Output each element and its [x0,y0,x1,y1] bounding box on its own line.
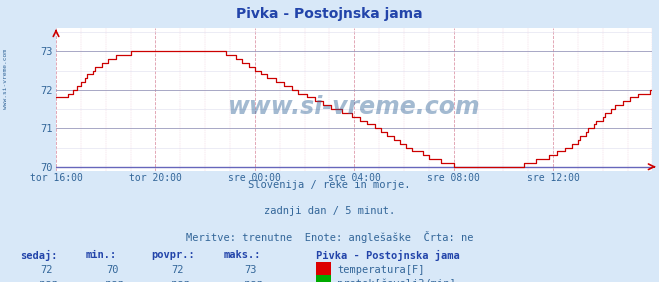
Text: -nan: -nan [165,279,190,282]
Text: Pivka - Postojnska jama: Pivka - Postojnska jama [316,250,460,261]
Text: zadnji dan / 5 minut.: zadnji dan / 5 minut. [264,206,395,216]
Text: sedaj:: sedaj: [20,250,57,261]
Text: 72: 72 [40,265,52,274]
Text: maks.:: maks.: [224,250,262,259]
Text: 73: 73 [244,265,256,274]
Text: 70: 70 [106,265,118,274]
Text: www.si-vreme.com: www.si-vreme.com [228,94,480,118]
Text: Meritve: trenutne  Enote: anglešaške  Črta: ne: Meritve: trenutne Enote: anglešaške Črta… [186,231,473,243]
Text: pretok[čevelj3/min]: pretok[čevelj3/min] [337,279,456,282]
Text: min.:: min.: [86,250,117,259]
Text: 72: 72 [172,265,184,274]
Text: -nan: -nan [100,279,125,282]
Text: temperatura[F]: temperatura[F] [337,265,425,274]
Text: -nan: -nan [238,279,263,282]
Text: Pivka - Postojnska jama: Pivka - Postojnska jama [236,7,423,21]
Text: -nan: -nan [34,279,59,282]
Text: povpr.:: povpr.: [152,250,195,259]
Text: www.si-vreme.com: www.si-vreme.com [3,49,8,109]
Text: Slovenija / reke in morje.: Slovenija / reke in morje. [248,180,411,190]
